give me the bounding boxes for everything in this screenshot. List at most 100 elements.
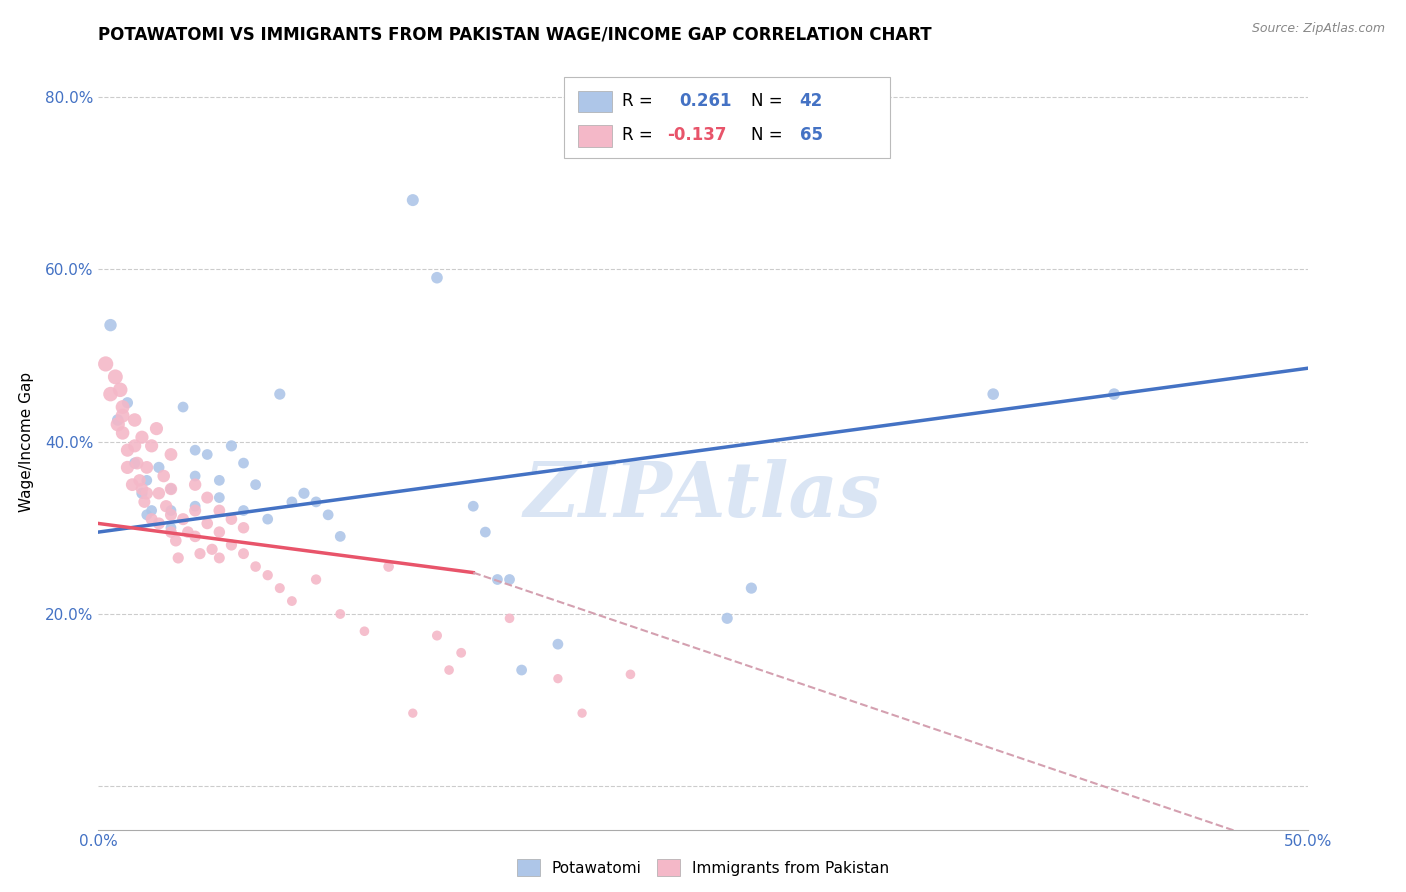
- Point: [281, 594, 304, 608]
- Point: [305, 573, 328, 587]
- Point: [245, 559, 267, 574]
- Point: [100, 318, 122, 333]
- Point: [221, 512, 243, 526]
- Point: [135, 486, 157, 500]
- Point: [135, 508, 157, 522]
- Legend: Potawatomi, Immigrants from Pakistan: Potawatomi, Immigrants from Pakistan: [510, 853, 896, 882]
- Point: [107, 413, 129, 427]
- Point: [208, 550, 231, 566]
- Point: [148, 516, 170, 531]
- Point: [450, 646, 472, 660]
- Point: [510, 663, 533, 677]
- FancyBboxPatch shape: [578, 125, 613, 146]
- Point: [148, 460, 170, 475]
- Point: [104, 369, 127, 384]
- Point: [141, 439, 163, 453]
- Point: [619, 667, 641, 681]
- Point: [426, 270, 449, 285]
- Point: [131, 430, 153, 444]
- Point: [305, 495, 328, 509]
- Point: [160, 524, 183, 539]
- Point: [195, 491, 218, 505]
- Point: [117, 443, 139, 458]
- Point: [329, 607, 352, 621]
- Point: [134, 495, 156, 509]
- Point: [160, 482, 183, 496]
- Point: [121, 477, 143, 491]
- Point: [188, 547, 211, 561]
- Point: [402, 706, 425, 720]
- Point: [184, 503, 207, 517]
- Point: [141, 512, 163, 526]
- Point: [172, 512, 194, 526]
- Point: [124, 456, 146, 470]
- Point: [152, 469, 174, 483]
- Point: [256, 512, 278, 526]
- Point: [160, 448, 183, 462]
- Point: [208, 491, 231, 505]
- Text: -0.137: -0.137: [666, 126, 727, 144]
- Point: [108, 383, 131, 397]
- Point: [256, 568, 278, 582]
- Point: [111, 425, 134, 440]
- Y-axis label: Wage/Income Gap: Wage/Income Gap: [18, 371, 34, 512]
- Point: [221, 439, 243, 453]
- Point: [208, 473, 231, 487]
- Point: [547, 637, 569, 651]
- Point: [377, 559, 399, 574]
- Text: R =: R =: [621, 126, 652, 144]
- Point: [232, 547, 254, 561]
- Point: [245, 477, 267, 491]
- Text: N =: N =: [751, 126, 783, 144]
- Point: [184, 469, 207, 483]
- Point: [160, 521, 183, 535]
- Point: [498, 573, 520, 587]
- Point: [1102, 387, 1125, 401]
- Point: [117, 396, 139, 410]
- Point: [269, 581, 291, 595]
- Text: 65: 65: [800, 126, 823, 144]
- Point: [184, 443, 207, 458]
- Text: 0.261: 0.261: [679, 92, 731, 110]
- Point: [232, 521, 254, 535]
- FancyBboxPatch shape: [564, 77, 890, 158]
- Point: [232, 456, 254, 470]
- Point: [292, 486, 315, 500]
- Point: [111, 400, 134, 414]
- Point: [131, 486, 153, 500]
- Point: [232, 503, 254, 517]
- Point: [148, 486, 170, 500]
- Text: R =: R =: [621, 92, 652, 110]
- Point: [353, 624, 375, 639]
- Point: [165, 533, 187, 548]
- Point: [107, 417, 129, 432]
- Point: [124, 439, 146, 453]
- Point: [437, 663, 460, 677]
- Text: ZIPAtlas: ZIPAtlas: [524, 458, 882, 533]
- Point: [127, 456, 149, 470]
- Text: 42: 42: [800, 92, 823, 110]
- Point: [177, 524, 200, 539]
- Point: [111, 409, 134, 423]
- Point: [135, 473, 157, 487]
- Point: [474, 524, 496, 539]
- Point: [94, 357, 117, 371]
- Point: [195, 448, 218, 462]
- Point: [131, 482, 153, 496]
- Point: [402, 193, 425, 207]
- Point: [155, 500, 177, 514]
- Point: [221, 538, 243, 552]
- Text: POTAWATOMI VS IMMIGRANTS FROM PAKISTAN WAGE/INCOME GAP CORRELATION CHART: POTAWATOMI VS IMMIGRANTS FROM PAKISTAN W…: [98, 26, 932, 44]
- Point: [160, 482, 183, 496]
- Point: [145, 422, 167, 436]
- Point: [167, 550, 190, 566]
- Text: Source: ZipAtlas.com: Source: ZipAtlas.com: [1251, 22, 1385, 36]
- Point: [160, 503, 183, 517]
- Point: [981, 387, 1004, 401]
- Text: N =: N =: [751, 92, 783, 110]
- Point: [184, 477, 207, 491]
- Point: [571, 706, 593, 720]
- Point: [128, 473, 150, 487]
- Point: [463, 500, 485, 514]
- Point: [486, 573, 509, 587]
